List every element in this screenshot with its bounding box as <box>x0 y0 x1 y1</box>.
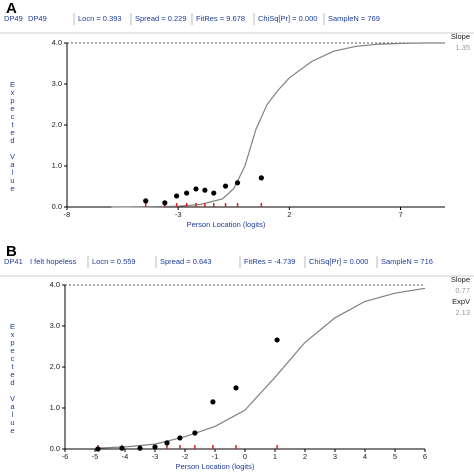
y-tick-label: 4.0 <box>52 38 62 47</box>
side-stat: 0.77 <box>455 286 470 295</box>
observed-point <box>162 200 168 206</box>
panel-label: B <box>6 243 17 260</box>
observed-point <box>143 198 149 204</box>
x-tick-label: 3 <box>333 452 337 461</box>
observed-point <box>193 186 199 192</box>
y-tick-label: 0.0 <box>50 444 60 453</box>
header-field: Locn = 0.393 <box>78 14 122 23</box>
header-field: FitRes = 9.678 <box>196 14 245 23</box>
x-tick-label: -4 <box>122 452 129 461</box>
y-tick-label: 1.0 <box>52 161 62 170</box>
x-tick-label: -3 <box>152 452 159 461</box>
panel-label: A <box>6 0 17 17</box>
observed-point <box>258 175 264 181</box>
observed-point <box>177 435 183 441</box>
observed-point <box>210 399 216 405</box>
header-field: DP49 <box>4 14 23 23</box>
observed-point <box>164 440 170 446</box>
x-tick-label: -8 <box>64 210 71 219</box>
y-tick-label: 2.0 <box>50 362 60 371</box>
x-tick-label: 2 <box>287 210 291 219</box>
header-field: DP41 <box>4 257 23 266</box>
x-axis-label: Person Location (logits) <box>176 462 255 471</box>
observed-point <box>222 183 229 189</box>
side-stat: ExpV <box>452 297 470 306</box>
y-tick-label: 4.0 <box>50 280 60 289</box>
header-field: Spread = 0.643 <box>160 257 212 266</box>
side-stat: 2.13 <box>455 308 470 317</box>
observed-point <box>119 445 125 451</box>
y-tick-label: 1.0 <box>50 403 60 412</box>
header-field: Spread = 0.229 <box>135 14 187 23</box>
observed-point <box>274 337 280 343</box>
observed-point <box>234 180 241 186</box>
x-tick-label: -6 <box>62 452 69 461</box>
header-field: I felt hopeless <box>30 257 77 266</box>
header-field: SampleN = 769 <box>328 14 380 23</box>
expected-curve <box>94 287 426 449</box>
header-field: DP49 <box>28 14 47 23</box>
header-field: ChiSq[Pr] = 0.000 <box>309 257 368 266</box>
header-field: ChiSq[Pr] = 0.000 <box>258 14 317 23</box>
y-axis-label: Expected Value <box>8 322 17 434</box>
y-tick-label: 0.0 <box>52 202 62 211</box>
observed-point <box>211 190 217 196</box>
x-axis-label: Person Location (logits) <box>187 220 266 229</box>
observed-point <box>95 446 101 452</box>
observed-point <box>233 385 239 391</box>
x-tick-label: 0 <box>243 452 247 461</box>
x-tick-label: -1 <box>212 452 219 461</box>
x-tick-label: 7 <box>398 210 402 219</box>
observed-point <box>192 430 198 436</box>
observed-point <box>137 445 143 451</box>
side-stat: Slope <box>451 32 470 41</box>
y-axis-label: Expected Value <box>8 80 17 192</box>
observed-point <box>202 187 208 193</box>
y-tick-label: 3.0 <box>52 79 62 88</box>
x-tick-label: 5 <box>393 452 397 461</box>
observed-point <box>184 190 190 196</box>
side-stat: 1.35 <box>455 43 470 52</box>
observed-point <box>152 444 158 450</box>
x-tick-label: 1 <box>273 452 277 461</box>
header-field: FitRes = -4.739 <box>244 257 295 266</box>
x-tick-label: -3 <box>175 210 182 219</box>
y-tick-label: 2.0 <box>52 120 62 129</box>
header-field: Locn = 0.559 <box>92 257 136 266</box>
header-field: SampleN = 716 <box>381 257 433 266</box>
x-tick-label: 2 <box>303 452 307 461</box>
y-tick-label: 3.0 <box>50 321 60 330</box>
x-tick-label: -5 <box>92 452 99 461</box>
x-tick-label: 6 <box>423 452 427 461</box>
x-tick-label: 4 <box>363 452 367 461</box>
side-stat: Slope <box>451 275 470 284</box>
observed-point <box>174 193 180 199</box>
x-tick-label: -2 <box>182 452 189 461</box>
